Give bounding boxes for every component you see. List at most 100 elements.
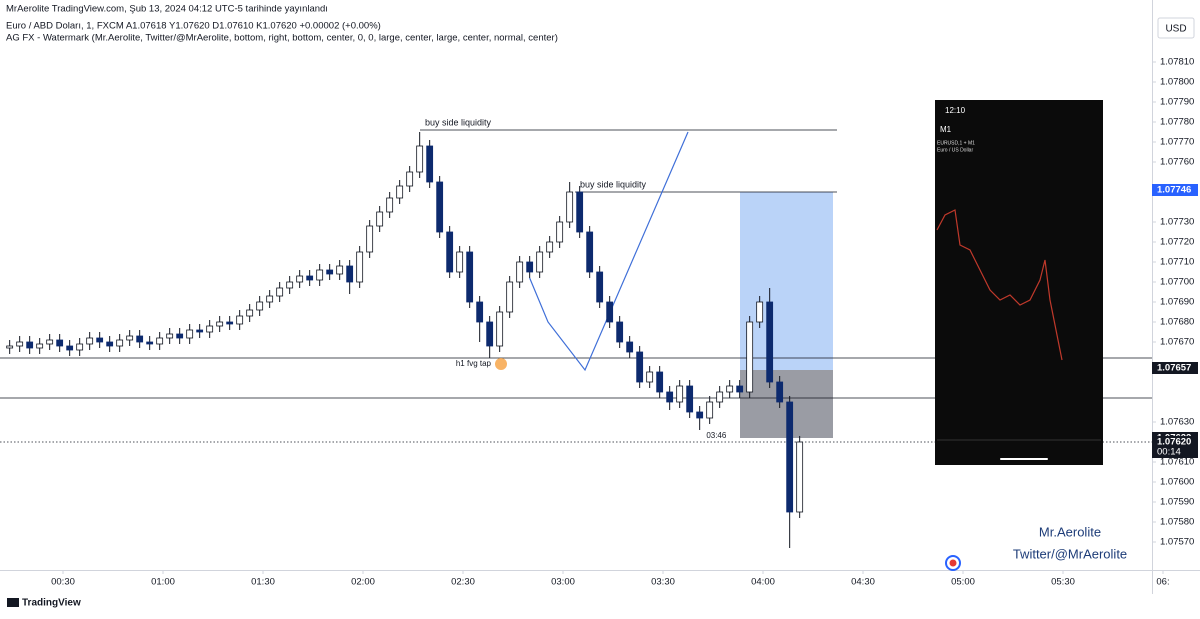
y-tick-label: 1.07600: [1160, 477, 1194, 488]
candle-body: [716, 391, 724, 403]
candle-body: [376, 211, 384, 227]
y-tick-label: 1.07730: [1160, 217, 1194, 228]
candle-body: [416, 145, 424, 173]
y-tick-label: 1.07800: [1160, 77, 1194, 88]
candle-body: [616, 321, 624, 343]
candle-body: [76, 343, 84, 351]
candle-body: [566, 191, 574, 223]
candle-body: [226, 321, 234, 325]
price-tag-label: 1.07746: [1157, 185, 1191, 196]
candle-body: [6, 345, 14, 349]
candle-body: [686, 385, 694, 413]
alert-icon-dot: [949, 559, 957, 567]
candle-body: [746, 321, 754, 393]
inset-price-line: [936, 209, 1063, 361]
candle-body: [336, 265, 344, 275]
inset-time: 12:10: [945, 106, 966, 115]
x-tick-label: 05:00: [951, 577, 975, 588]
candle-body: [316, 269, 324, 281]
symbol-info: Euro / ABD Doları, 1, FXCM A1.07618 Y1.0…: [6, 21, 381, 32]
x-tick-label: 04:00: [751, 577, 775, 588]
annotation-label: buy side liquidity: [580, 179, 647, 189]
currency-box[interactable]: [1157, 17, 1195, 39]
inset-symbol: EURUSD,1 + M1: [937, 140, 975, 146]
candle-body: [436, 181, 444, 233]
y-tick-label: 1.07580: [1160, 517, 1194, 528]
y-tick-label: 1.07680: [1160, 317, 1194, 328]
annotation-label: buy side liquidity: [425, 117, 492, 127]
candle-body: [786, 401, 794, 513]
candle-body: [196, 329, 204, 333]
candle-body: [556, 221, 564, 243]
marker-label: h1 fvg tap: [456, 359, 492, 368]
candle-body: [516, 261, 524, 283]
candle-body: [276, 287, 284, 297]
candle-body: [676, 385, 684, 403]
candle-body: [106, 341, 114, 347]
brand: TradingView: [22, 598, 81, 609]
candle-body: [156, 337, 164, 345]
candle-body: [496, 311, 504, 347]
candle-body: [56, 339, 64, 347]
logo-mark: [7, 598, 19, 607]
price-tag: [1152, 184, 1198, 196]
x-tick-label: 02:00: [351, 577, 375, 588]
candle-body: [246, 309, 254, 317]
candle-body: [466, 251, 474, 303]
candle-body: [576, 191, 584, 233]
candle-body: [726, 385, 734, 393]
candle-body: [286, 281, 294, 289]
inset-screenshot: 12:10 M1 EURUSD,1 + M1 Euro / US Dollar: [935, 100, 1103, 465]
candle-body: [256, 301, 264, 311]
candle-body: [236, 315, 244, 325]
candle-body: [426, 145, 434, 183]
candle-body: [586, 231, 594, 273]
x-tick-label: 03:00: [551, 577, 575, 588]
tradingview-logo: TradingView: [7, 598, 81, 609]
candle-body: [776, 381, 784, 403]
y-tick-label: 1.07690: [1160, 297, 1194, 308]
x-tick-label: 02:30: [451, 577, 475, 588]
candle-body: [46, 339, 54, 345]
y-tick-label: 1.07610: [1160, 457, 1194, 468]
candle-body: [706, 401, 714, 419]
price-tag: [1152, 362, 1198, 374]
candle-body: [646, 371, 654, 383]
candle-body: [126, 335, 134, 341]
target-box: [740, 192, 833, 370]
watermark: Mr.Aerolite: [1039, 524, 1101, 539]
candle-body: [96, 337, 104, 343]
candle-body: [296, 275, 304, 283]
candle-body: [136, 335, 144, 343]
candle-body: [386, 197, 394, 213]
candle-body: [506, 281, 514, 313]
x-tick-label: 06:: [1156, 577, 1169, 588]
candle-body: [596, 271, 604, 303]
candle-body: [306, 275, 314, 281]
y-tick-label: 1.07630: [1160, 417, 1194, 428]
indicator-info: AG FX - Watermark (Mr.Aerolite, Twitter/…: [6, 33, 558, 44]
price-tag-label: 1.07620: [1157, 437, 1191, 448]
y-tick-label: 1.07790: [1160, 97, 1194, 108]
price-tag-label: 1.07657: [1157, 363, 1191, 374]
candle-body: [546, 241, 554, 253]
y-tick-label: 1.07710: [1160, 257, 1194, 268]
candle-body: [606, 301, 614, 323]
x-tick-label: 01:00: [151, 577, 175, 588]
candle-body: [476, 301, 484, 323]
candle-body: [766, 301, 774, 383]
x-tick-label: 05:30: [1051, 577, 1075, 588]
candle-body: [526, 261, 534, 273]
candle-body: [186, 329, 194, 339]
y-tick-label: 1.07770: [1160, 137, 1194, 148]
candle-body: [176, 333, 184, 339]
candle-body: [16, 341, 24, 347]
candle-body: [206, 325, 214, 333]
inset-bg: [935, 100, 1103, 465]
candle-body: [446, 231, 454, 273]
candle-body: [216, 321, 224, 327]
trend-drawing: [529, 131, 689, 372]
candle-body: [486, 321, 494, 347]
